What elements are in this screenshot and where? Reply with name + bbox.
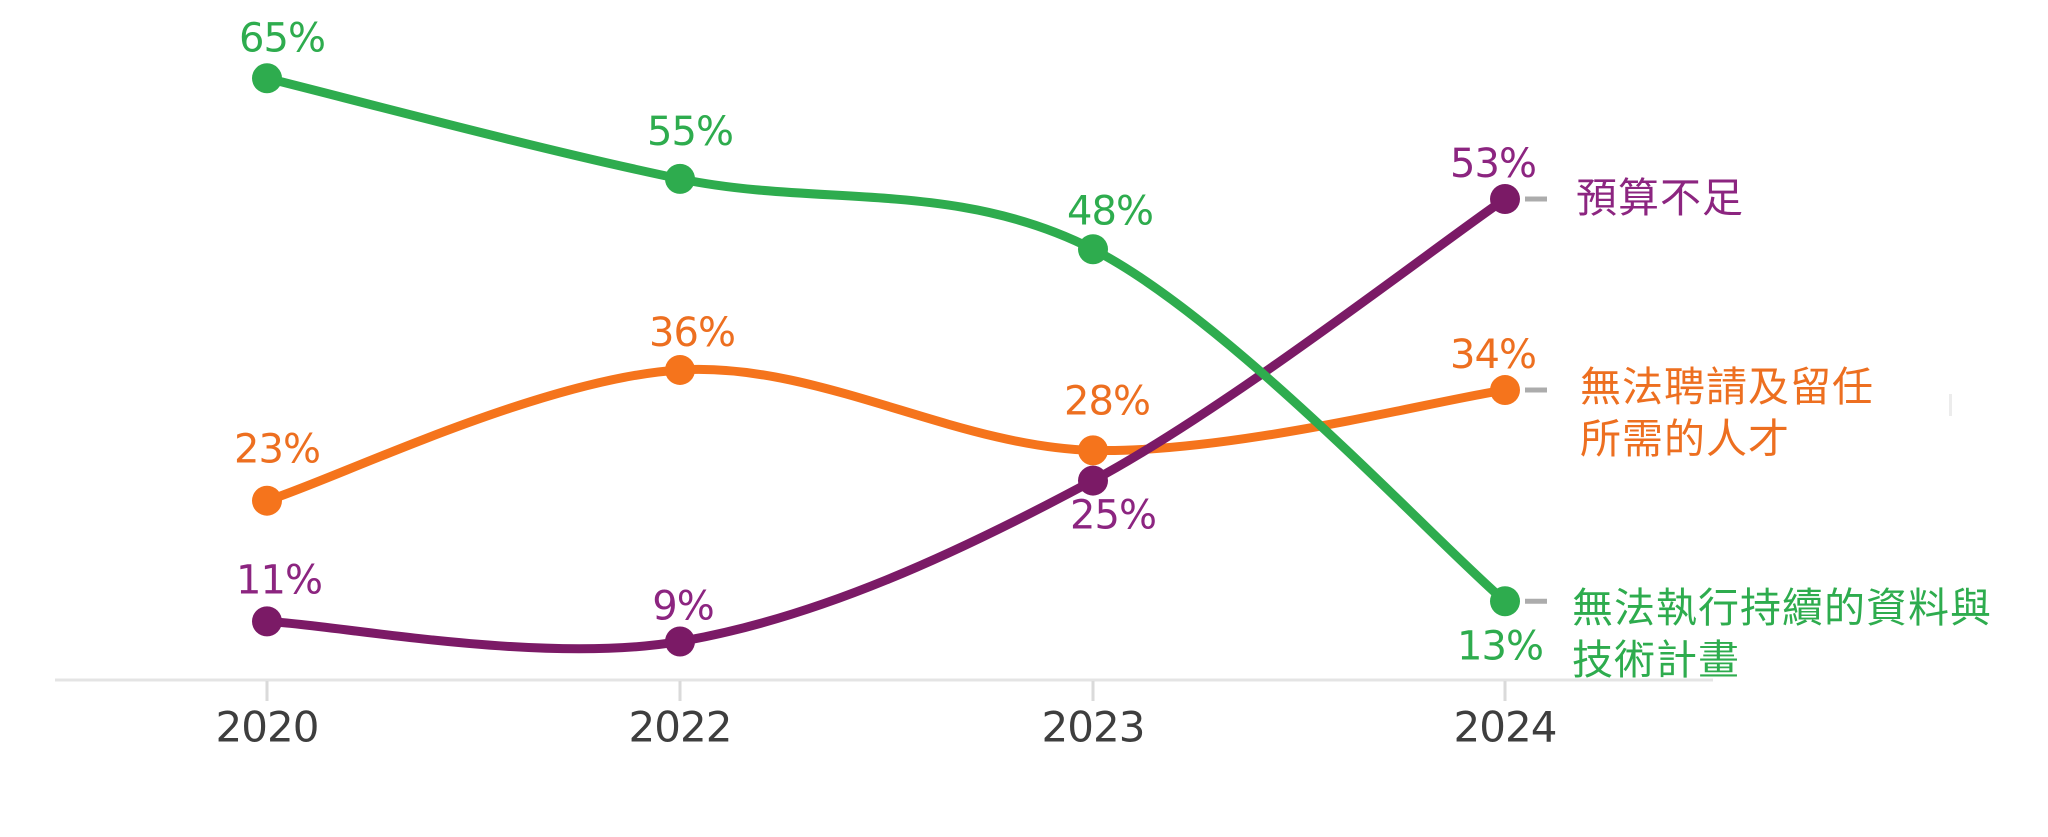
data-point-budget-2020 (252, 606, 282, 637)
faint-divider-artifact (1949, 394, 1952, 416)
value-label-talent-2023: 28% (1064, 378, 1150, 424)
value-label-talent-2024: 34% (1450, 332, 1536, 378)
series-path-budget (262, 194, 1510, 654)
data-point-dataprog-2020 (252, 63, 282, 94)
x-axis-label-2022: 2022 (629, 703, 732, 752)
data-point-talent-2023 (1078, 435, 1108, 466)
series-end-label-text: 預算不足 (1576, 174, 1744, 222)
data-point-talent-2024 (1490, 375, 1520, 406)
data-point-dataprog-2024 (1490, 586, 1520, 617)
series-end-label-talent: 無法聘請及留任 所需的人才 (1580, 361, 1874, 465)
series-path-dataprog (262, 73, 1510, 606)
value-label-talent-2022: 36% (649, 310, 735, 356)
value-label-dataprog-2020: 65% (239, 15, 325, 61)
data-point-budget-2022 (665, 626, 695, 657)
value-label-budget-2023: 25% (1070, 493, 1156, 539)
series-end-label-text: 所需的人才 (1580, 415, 1790, 463)
value-label-talent-2020: 23% (234, 427, 320, 473)
data-point-dataprog-2022 (665, 163, 695, 194)
data-point-budget-2023 (1078, 465, 1108, 496)
data-point-talent-2022 (665, 354, 695, 385)
data-point-budget-2024 (1490, 183, 1520, 214)
x-axis-label-2023: 2023 (1042, 703, 1145, 752)
series-end-label-budget: 預算不足 (1576, 172, 1744, 224)
series-path-talent (262, 364, 1510, 506)
data-point-talent-2020 (252, 485, 282, 516)
series-end-label-text: 技術計畫 (1572, 636, 1740, 684)
value-label-dataprog-2023: 48% (1067, 188, 1153, 234)
series-end-label-text: 無法聘請及留任 (1580, 363, 1874, 411)
x-axis-label-2024: 2024 (1454, 703, 1557, 752)
value-label-dataprog-2024: 13% (1457, 623, 1543, 669)
series-end-label-text: 無法執行持續的資料與 (1572, 584, 1992, 632)
value-label-budget-2024: 53% (1450, 141, 1536, 187)
value-label-dataprog-2022: 55% (647, 109, 733, 155)
series-end-label-dataprog: 無法執行持續的資料與 技術計畫 (1572, 582, 1992, 686)
value-label-budget-2020: 11% (236, 557, 322, 603)
x-axis-label-2020: 2020 (216, 703, 319, 752)
value-label-budget-2022: 9% (652, 583, 713, 629)
data-point-dataprog-2023 (1078, 234, 1108, 265)
